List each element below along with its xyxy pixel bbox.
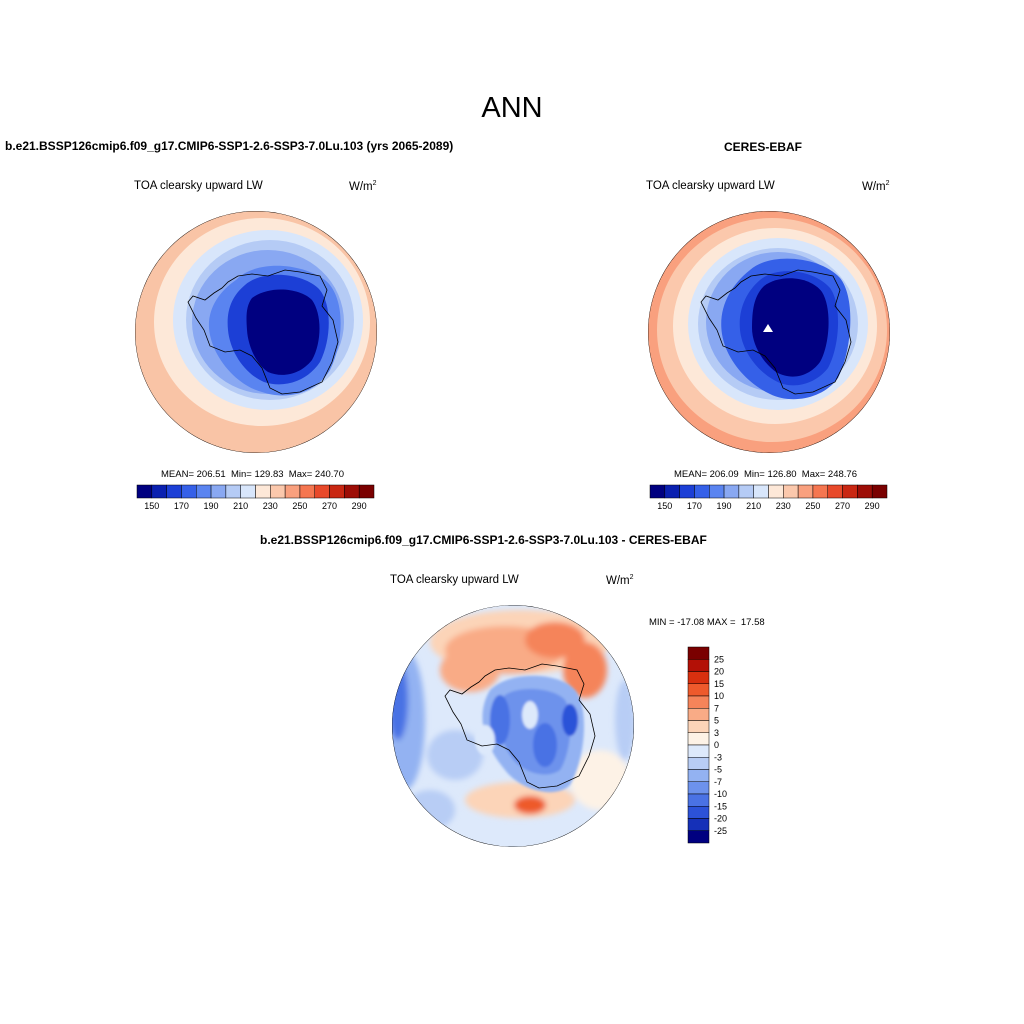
panel3-colorbar-tick-label: 3 <box>714 728 719 738</box>
panel2-colorbar-swatch <box>664 484 680 499</box>
panel1-variable-label: TOA clearsky upward LW <box>134 180 263 192</box>
panel2-polar-map <box>648 211 890 453</box>
panel1-colorbar-swatch <box>284 484 301 499</box>
panel3-colorbar-swatch <box>687 757 710 770</box>
panel1-colorbar-swatch <box>136 484 153 499</box>
panel2-colorbar-swatch <box>857 484 873 499</box>
panel1-polar-map <box>135 211 377 453</box>
panel2-colorbar-swatch <box>709 484 725 499</box>
panel2-colorbar-swatch <box>842 484 858 499</box>
panel2-colorbar-tick-label: 250 <box>805 501 820 511</box>
panel3-stats: MIN = -17.08 MAX = 17.58 <box>649 617 765 628</box>
panel2-colorbar-swatch <box>812 484 828 499</box>
panel2-colorbar-tick-label: 170 <box>687 501 702 511</box>
panel2-colorbar-tick-label: 270 <box>835 501 850 511</box>
panel2-units: W/m2 <box>862 180 890 193</box>
panel1-title: b.e21.BSSP126cmip6.f09_g17.CMIP6-SSP1-2.… <box>5 139 454 153</box>
panel1-colorbar-tick-label: 230 <box>263 501 278 511</box>
panel3-colorbar: 25 20 15 10 7 5 3 0 -3 -5 -7 -10 -15 -20 -25 <box>687 646 727 844</box>
panel1-colorbar-swatch <box>344 484 360 499</box>
panel2-colorbar-swatch <box>871 484 888 499</box>
panel3-colorbar-tick-label: 20 <box>714 667 724 677</box>
panel1-colorbar-swatch <box>225 484 241 499</box>
panel3-colorbar-swatch <box>687 769 710 782</box>
panel1-colorbar: 150 170 190 210 230 250 270 290 <box>136 484 375 511</box>
panel2-colorbar-swatch <box>738 484 754 499</box>
panel3-colorbar-swatch <box>687 683 710 697</box>
panel3-colorbar-swatch <box>687 781 710 795</box>
panel2-stats: MEAN= 206.09 Min= 126.80 Max= 248.76 <box>674 469 857 480</box>
panel1-colorbar-swatch <box>210 484 227 499</box>
panel3-colorbar-swatch <box>687 830 710 844</box>
panel2-colorbar-swatch <box>649 484 666 499</box>
panel3-colorbar-swatch <box>687 646 710 660</box>
panel3-colorbar-swatch <box>687 720 710 733</box>
panel1-colorbar-swatch <box>329 484 345 499</box>
panel1-colorbar-swatch <box>196 484 212 499</box>
panel1-colorbar-tick-label: 210 <box>233 501 248 511</box>
panel1-colorbar-swatch <box>166 484 182 499</box>
panel2-colorbar-swatch <box>723 484 740 499</box>
panel2-colorbar-tick-label: 210 <box>746 501 761 511</box>
panel2-variable-label: TOA clearsky upward LW <box>646 180 775 192</box>
panel1-colorbar-swatch <box>299 484 315 499</box>
panel3-colorbar-tick-label: -7 <box>714 777 722 787</box>
panel1-colorbar-tick-label: 170 <box>174 501 189 511</box>
panel3-colorbar-tick-label: 10 <box>714 691 724 701</box>
panel3-colorbar-tick-label: 5 <box>714 716 719 726</box>
panel3-units: W/m2 <box>606 574 634 587</box>
panel1-colorbar-swatch <box>358 484 375 499</box>
panel3-colorbar-swatch <box>687 671 710 684</box>
panel2-colorbar-tick-label: 150 <box>657 501 672 511</box>
main-title: ANN <box>481 92 543 124</box>
panel3-colorbar-tick-label: -5 <box>714 765 722 775</box>
panel1-colorbar-swatch <box>270 484 286 499</box>
panel2-colorbar: 150 170 190 210 230 250 270 290 <box>649 484 888 511</box>
panel1-colorbar-swatch <box>181 484 197 499</box>
panel3-colorbar-tick-label: -20 <box>714 814 727 824</box>
panel3-colorbar-swatch <box>687 659 710 672</box>
panel3-colorbar-tick-label: 7 <box>714 703 719 713</box>
panel3-colorbar-tick-label: 15 <box>714 679 724 689</box>
panel3-colorbar-swatch <box>687 695 710 709</box>
panel1-colorbar-swatch <box>151 484 167 499</box>
panel2-colorbar-swatch <box>827 484 843 499</box>
panel3-colorbar-tick-label: -10 <box>714 789 727 799</box>
panel2-colorbar-swatch <box>753 484 769 499</box>
panel2-colorbar-swatch <box>768 484 784 499</box>
panel2-colorbar-swatch <box>783 484 799 499</box>
panel3-colorbar-swatch <box>687 793 710 807</box>
panel1-colorbar-tick-label: 270 <box>322 501 337 511</box>
panel3-colorbar-swatch <box>687 708 710 721</box>
panel2-title: CERES-EBAF <box>724 140 803 154</box>
panel2-colorbar-tick-label: 190 <box>717 501 732 511</box>
panel3-colorbar-swatch <box>687 806 710 819</box>
panel2-colorbar-swatch <box>797 484 814 499</box>
panel3-title: b.e21.BSSP126cmip6.f09_g17.CMIP6-SSP1-2.… <box>260 533 707 547</box>
panel3-variable-label: TOA clearsky upward LW <box>390 574 519 586</box>
panel3-colorbar-tick-label: 25 <box>714 654 724 664</box>
panel3-colorbar-swatch <box>687 818 710 831</box>
panel1-colorbar-tick-label: 250 <box>292 501 307 511</box>
panel2-colorbar-tick-label: 230 <box>776 501 791 511</box>
panel2-colorbar-swatch <box>694 484 710 499</box>
panel3-colorbar-tick-label: -3 <box>714 752 722 762</box>
panel2-colorbar-swatch <box>679 484 695 499</box>
panel3-colorbar-tick-label: 0 <box>714 740 719 750</box>
panel3-colorbar-tick-label: -25 <box>714 826 727 836</box>
panel1-colorbar-swatch <box>314 484 330 499</box>
panel1-stats: MEAN= 206.51 Min= 129.83 Max= 240.70 <box>161 469 344 480</box>
panel1-colorbar-swatch <box>240 484 256 499</box>
panel3-diff-map <box>392 605 634 847</box>
panel1-colorbar-tick-label: 150 <box>144 501 159 511</box>
panel1-units: W/m2 <box>349 180 377 193</box>
panel1-colorbar-tick-label: 190 <box>204 501 219 511</box>
panel1-colorbar-swatch <box>255 484 271 499</box>
panel3-colorbar-tick-label: -15 <box>714 801 727 811</box>
panel2-colorbar-tick-label: 290 <box>865 501 880 511</box>
panel3-colorbar-swatch <box>687 732 710 746</box>
panel1-colorbar-tick-label: 290 <box>352 501 367 511</box>
panel3-colorbar-swatch <box>687 744 710 758</box>
